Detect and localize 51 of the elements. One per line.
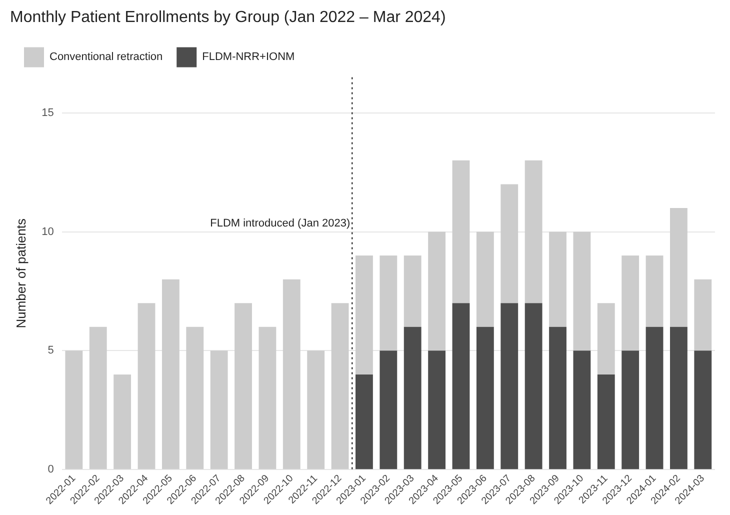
bar [646, 326, 664, 470]
bar [282, 279, 300, 470]
bar [646, 256, 664, 327]
chart-title: Monthly Patient Enrollments by Group (Jan 2022 – Mar 2024) [10, 9, 446, 26]
bar [65, 350, 83, 470]
bar [573, 232, 591, 351]
bar [404, 256, 422, 327]
bar [380, 350, 398, 470]
y-axis-title: Number of patients [13, 218, 28, 328]
bar [258, 326, 276, 470]
bar [670, 326, 688, 470]
bar [524, 160, 542, 304]
legend-label: Conventional retraction [50, 51, 163, 64]
bar [670, 208, 688, 327]
bar [622, 350, 640, 470]
bar [476, 326, 494, 470]
bar [138, 303, 156, 470]
bar [114, 374, 132, 470]
legend-label: FLDM-NRR+IONM [202, 51, 295, 64]
y-tick-label: 15 [42, 106, 54, 119]
bar [500, 184, 518, 304]
bar [694, 279, 712, 351]
bar [331, 303, 349, 470]
bar [694, 350, 712, 470]
bar [524, 303, 542, 470]
bar [549, 232, 566, 327]
bar [428, 350, 446, 470]
bar [404, 326, 422, 470]
bar [597, 303, 615, 374]
y-tick-label: 0 [48, 464, 54, 476]
bar [573, 350, 591, 470]
bar [162, 279, 180, 470]
bar [452, 160, 470, 304]
bar [500, 303, 518, 470]
bar [234, 303, 252, 470]
bar [186, 326, 204, 470]
bar [597, 374, 615, 470]
bar [452, 303, 470, 470]
bar [428, 232, 446, 351]
bar [307, 350, 325, 470]
bar [356, 374, 373, 470]
bar [549, 326, 566, 470]
bar [210, 350, 228, 470]
y-tick-label: 5 [48, 344, 54, 357]
ref-line-label: FLDM introduced (Jan 2023) [210, 217, 350, 230]
bar [476, 232, 494, 327]
y-tick-label: 10 [42, 226, 54, 238]
bar [380, 256, 398, 351]
bar [356, 256, 373, 374]
bar [622, 256, 640, 351]
bar [89, 326, 107, 470]
